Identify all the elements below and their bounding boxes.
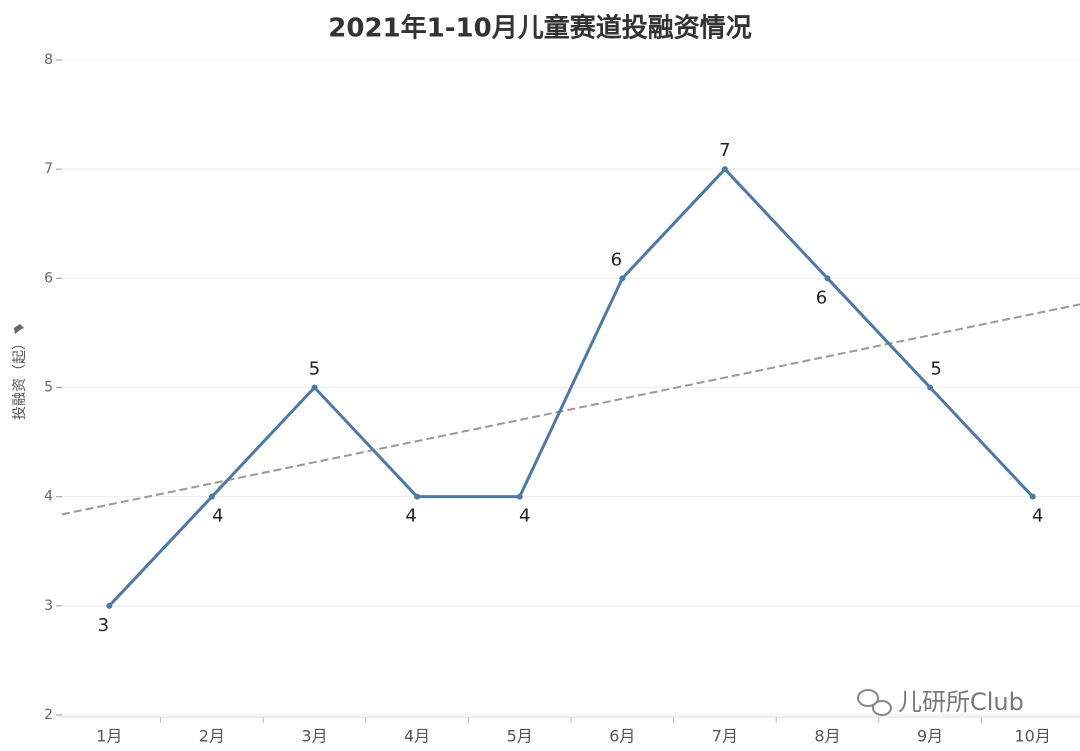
data-label: 7 [719, 140, 730, 161]
y-tick-label: 2 [44, 707, 53, 723]
wechat-icon [857, 689, 879, 707]
data-label: 4 [405, 506, 416, 527]
series-line [108, 167, 1034, 607]
data-point [1029, 493, 1036, 500]
data-label: 4 [519, 506, 530, 527]
data-point [516, 493, 523, 500]
data-point [106, 602, 113, 609]
data-label: 6 [611, 249, 622, 270]
data-label: 5 [930, 359, 941, 380]
trend-line [61, 303, 1080, 516]
y-tick-label: 3 [44, 598, 53, 614]
data-point [619, 275, 626, 282]
y-tick-label: 6 [44, 270, 53, 286]
data-label: 3 [98, 615, 109, 636]
x-tick-label: 10月 [1015, 727, 1051, 746]
chart-title: 2021年1-10月儿童赛道投融资情况 [328, 13, 751, 44]
data-point [208, 493, 215, 500]
x-tick-label: 7月 [712, 727, 738, 746]
y-tick-label: 8 [44, 52, 53, 68]
data-label: 4 [1032, 506, 1043, 527]
x-tick-label: 4月 [404, 727, 430, 746]
x-tick-label: 3月 [301, 727, 327, 746]
data-point [824, 275, 831, 282]
watermark-text: 儿研所Club [898, 688, 1024, 716]
data-label: 4 [212, 506, 223, 527]
x-tick-label: 2月 [199, 727, 225, 746]
data-point [414, 493, 421, 500]
x-tick-label: 1月 [96, 727, 122, 746]
y-tick-label: 7 [44, 161, 53, 177]
data-point [311, 384, 318, 391]
data-point [927, 384, 934, 391]
x-tick-label: 9月 [917, 727, 943, 746]
pin-icon [14, 324, 24, 334]
wechat-icon [872, 700, 892, 716]
y-tick-label: 4 [44, 489, 53, 505]
data-point [721, 166, 728, 173]
y-tick-label: 5 [44, 380, 53, 396]
data-label: 5 [309, 359, 320, 380]
x-tick-label: 5月 [507, 727, 533, 746]
watermark: 儿研所Club [857, 688, 1024, 716]
data-label: 6 [816, 287, 827, 308]
x-tick-label: 8月 [814, 727, 840, 746]
x-tick-label: 6月 [609, 727, 635, 746]
y-axis-label: 投融资（起） [12, 336, 28, 420]
